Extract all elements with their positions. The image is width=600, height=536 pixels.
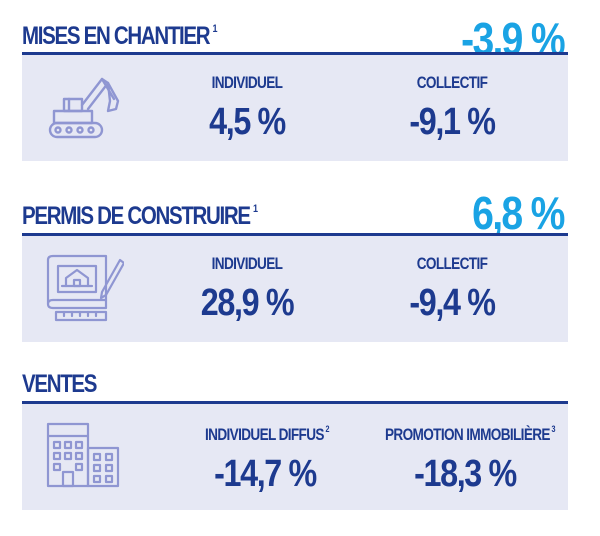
- total-change: 6,8 %: [472, 187, 566, 239]
- stats-panel: INDIVIDUEL DIFFUS 2 -14,7 % PROMOTION IMM…: [22, 404, 568, 510]
- stat-value: -18,3 %: [414, 453, 517, 495]
- section-permis-de-construire: PERMIS DE CONSTRUIRE 1 6,8 % INDIVIDUEL 2…: [22, 182, 568, 352]
- stat-value: 28,9 %: [200, 282, 295, 324]
- stat-collectif: COLLECTIF -9,4 %: [377, 254, 527, 325]
- footnote-ref: 3: [551, 424, 556, 434]
- footnote-ref: 1: [212, 23, 218, 35]
- section-rule: [22, 52, 568, 55]
- stat-individuel: INDIVIDUEL 4,5 %: [172, 73, 322, 144]
- footnote-ref: 1: [253, 203, 259, 215]
- stat-promotion-immobiliere: PROMOTION IMMOBILIÈRE 3 -18,3 %: [365, 424, 565, 496]
- section-title: MISES EN CHANTIER 1: [22, 22, 218, 50]
- blueprint-icon: [46, 254, 124, 322]
- footnote-ref: 2: [325, 424, 330, 434]
- section-rule: [22, 233, 568, 236]
- section-title: VENTES: [22, 370, 97, 398]
- section-ventes: VENTES INDIVIDUEL DIFFUS 2 -14,7 % PROMOT…: [22, 364, 568, 534]
- stat-value: 4,5 %: [209, 101, 286, 143]
- section-mises-en-chantier: MISES EN CHANTIER 1 -3,9 % INDIVIDUEL 4,5…: [22, 0, 568, 170]
- stat-label: COLLECTIF: [416, 254, 488, 273]
- stat-label: COLLECTIF: [416, 73, 488, 92]
- stat-value: -14,7 %: [214, 453, 317, 495]
- stat-individuel-diffus: INDIVIDUEL DIFFUS 2 -14,7 %: [190, 424, 340, 496]
- stat-individuel: INDIVIDUEL 28,9 %: [172, 254, 322, 325]
- stat-label: PROMOTION IMMOBILIÈRE 3: [385, 424, 556, 444]
- stat-label: INDIVIDUEL: [211, 73, 283, 92]
- buildings-icon: [46, 422, 120, 488]
- stat-value: -9,1 %: [409, 101, 496, 143]
- stats-panel: INDIVIDUEL 4,5 % COLLECTIF -9,1 %: [22, 55, 568, 161]
- stat-collectif: COLLECTIF -9,1 %: [377, 73, 527, 144]
- stat-label: INDIVIDUEL: [211, 254, 283, 273]
- excavator-icon: [48, 77, 120, 139]
- stats-panel: INDIVIDUEL 28,9 % COLLECTIF -9,4 %: [22, 236, 568, 342]
- stat-value: -9,4 %: [409, 282, 496, 324]
- stat-label: INDIVIDUEL DIFFUS 2: [205, 424, 330, 444]
- section-rule: [22, 401, 568, 404]
- section-title: PERMIS DE CONSTRUIRE 1: [22, 202, 259, 230]
